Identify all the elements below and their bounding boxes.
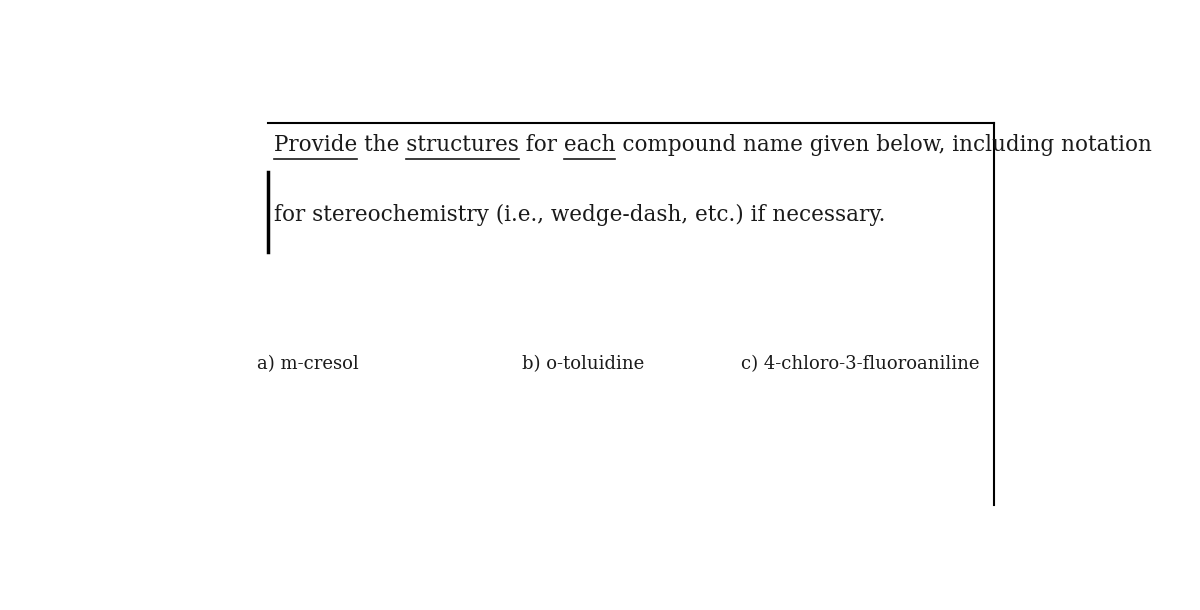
Text: Provide the structures for each compound name given below, including notation: Provide the structures for each compound… xyxy=(274,134,1152,156)
Text: b) o-toluidine: b) o-toluidine xyxy=(522,356,644,373)
Text: a) m-cresol: a) m-cresol xyxy=(257,356,359,373)
Text: c) 4-chloro-3-fluoroaniline: c) 4-chloro-3-fluoroaniline xyxy=(740,356,979,373)
Text: for stereochemistry (i.e., wedge-dash, etc.) if necessary.: for stereochemistry (i.e., wedge-dash, e… xyxy=(274,204,886,226)
